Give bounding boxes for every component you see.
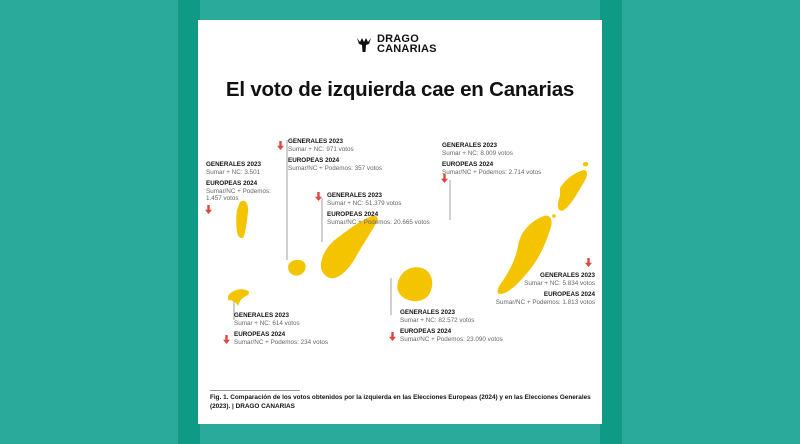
figure-caption: Fig. 1. Comparación de los votos obtenid… (210, 394, 591, 410)
island-la-palma (236, 200, 249, 239)
arrow-down-icon (223, 335, 230, 344)
brand-logo: DRAGO CANARIAS (356, 33, 437, 55)
generales-heading: GENERALES 2023 (206, 161, 261, 168)
canary-islands-map (228, 140, 589, 320)
caption-divider (210, 390, 300, 391)
europeas-value: Sumar/NC + Podemos: 234 votos (234, 338, 328, 346)
island-la-graciosa (583, 161, 589, 167)
arrow-down-icon (389, 332, 396, 341)
generales-value: Sumar + NC: 51.379 votos (327, 199, 402, 207)
generales-heading: GENERALES 2023 (540, 272, 595, 279)
europeas-value: Sumar/NC + Podemos: (206, 187, 271, 195)
generales-heading: GENERALES 2023 (288, 138, 343, 145)
dragon-tree-icon (357, 37, 371, 52)
generales-heading: GENERALES 2023 (442, 142, 497, 149)
europeas-value: Sumar/NC + Podemos: 20.665 votos (327, 218, 430, 226)
europeas-heading: EUROPEAS 2024 (400, 328, 452, 336)
brand-line-1: DRAGO (377, 33, 419, 45)
europeas-value: Sumar/NC + Podemos: 2.714 votos (442, 168, 542, 176)
island-fuerteventura (497, 215, 552, 294)
europeas-heading: EUROPEAS 2024 (442, 161, 494, 169)
island-el-hierro (228, 289, 249, 306)
island-lobos (552, 214, 556, 218)
left-accent-band (178, 0, 200, 444)
label-gran-canaria: GENERALES 2023 Sumar + NC: 82.572 votos … (400, 309, 503, 343)
europeas-heading: EUROPEAS 2024 (206, 180, 258, 188)
island-tenerife (320, 215, 378, 279)
europeas-heading: EUROPEAS 2024 (327, 211, 379, 219)
infographic-card: DRAGO CANARIAS El voto de izquierda cae … (198, 20, 602, 424)
island-la-gomera (288, 259, 306, 276)
label-la-palma: GENERALES 2023 Sumar + NC: 3.501 EUROPEA… (206, 161, 271, 203)
generales-value: Sumar + NC: 971 votos (288, 145, 354, 153)
island-gran-canaria (397, 267, 433, 302)
label-tenerife: GENERALES 2023 Sumar + NC: 51.379 votos … (327, 192, 430, 226)
label-lanzarote: GENERALES 2023 Sumar + NC: 8.009 votos E… (442, 142, 541, 176)
europeas-heading: EUROPEAS 2024 (288, 157, 340, 165)
generales-heading: GENERALES 2023 (234, 312, 289, 319)
europeas-value: Sumar/NC + Podemos: 357 votos (288, 164, 382, 172)
europeas-heading: EUROPEAS 2024 (543, 291, 595, 299)
arrow-down-icon (205, 205, 212, 214)
generales-value: Sumar + NC: 3.501 (206, 168, 261, 176)
arrow-down-icon (315, 192, 322, 201)
arrow-down-icon (441, 174, 448, 183)
generales-heading: GENERALES 2023 (327, 192, 382, 199)
europeas-value-cont: 1.457 votos (206, 195, 239, 203)
island-lanzarote (557, 170, 587, 211)
europeas-heading: EUROPEAS 2024 (234, 331, 286, 339)
brand-line-2: CANARIAS (377, 43, 437, 55)
page-title: El voto de izquierda cae en Canarias (225, 78, 575, 101)
generales-value: Sumar + NC: 5.834 votos (524, 279, 595, 287)
europeas-value: Sumar/NC + Podemos: 1.813 votos (495, 298, 595, 306)
generales-value: Sumar + NC: 8.009 votos (442, 149, 513, 157)
label-el-hierro: GENERALES 2023 Sumar + NC: 614 votos EUR… (234, 312, 328, 346)
arrow-down-icon (277, 141, 284, 150)
generales-heading: GENERALES 2023 (400, 309, 455, 316)
right-accent-band (600, 0, 622, 444)
europeas-value: Sumar/NC + Podemos: 23.090 votos (400, 335, 503, 343)
label-la-gomera: GENERALES 2023 Sumar + NC: 971 votos EUR… (288, 138, 382, 172)
label-fuerteventura: GENERALES 2023 Sumar + NC: 5.834 votos E… (487, 272, 595, 306)
generales-value: Sumar + NC: 614 votos (234, 319, 300, 327)
generales-value: Sumar + NC: 82.572 votos (400, 316, 475, 324)
arrow-down-icon (585, 258, 592, 267)
